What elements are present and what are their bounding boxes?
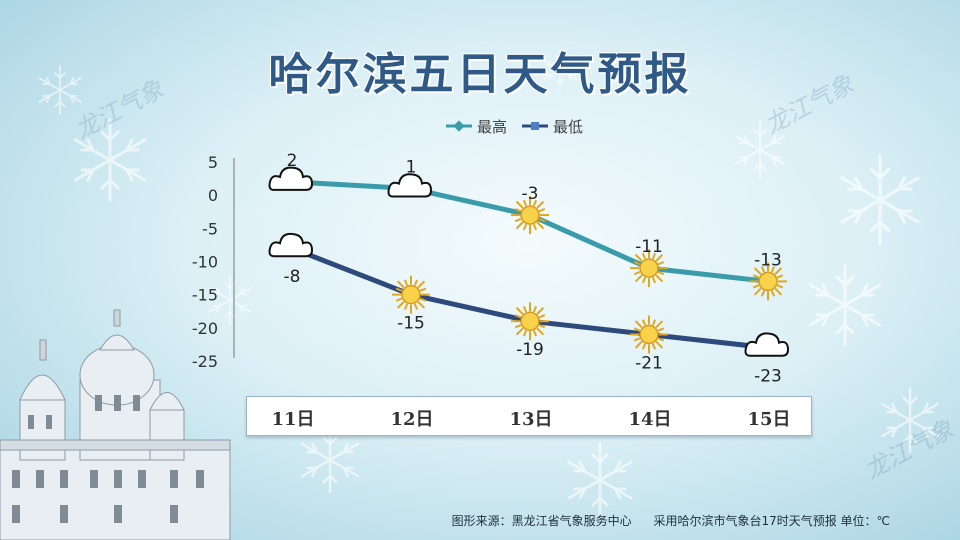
- x-tick-label: 13日: [509, 409, 553, 430]
- sun-icon: [630, 315, 668, 354]
- legend-item-low: 最低: [521, 116, 583, 137]
- data-label: -23: [754, 367, 782, 387]
- sun-icon: [392, 275, 430, 314]
- cloud-icon: [387, 173, 433, 198]
- x-tick-label: 15日: [747, 409, 791, 430]
- x-tick-label: 14日: [628, 409, 672, 430]
- data-label: -11: [635, 237, 663, 257]
- sun-icon: [511, 302, 549, 341]
- cloud-icon: [268, 232, 314, 258]
- data-label: -19: [516, 340, 544, 360]
- x-tick-label: 11日: [271, 409, 315, 430]
- footer-source: 图形来源：黑龙江省气象服务中心: [451, 514, 632, 528]
- series-low: -8 -15 -19 -21 -23: [268, 232, 790, 387]
- legend-item-high: 最高: [445, 116, 507, 137]
- y-tick-label: 0: [208, 186, 218, 205]
- data-label: -15: [397, 314, 425, 334]
- cloud-icon: [268, 166, 314, 191]
- data-label: -21: [635, 353, 663, 373]
- data-label: -13: [754, 250, 782, 270]
- footer-note: 采用哈尔滨市气象台17时天气预报 单位：℃: [653, 514, 890, 528]
- data-label: 1: [406, 158, 417, 178]
- x-axis-category-bar: 11日 12日 13日 14日 15日: [246, 396, 812, 436]
- footer: 图形来源：黑龙江省气象服务中心 采用哈尔滨市气象台17时天气预报 单位：℃: [330, 512, 890, 529]
- cathedral-icon: [0, 309, 231, 540]
- y-tick-label: -15: [192, 286, 218, 305]
- series-high: 2 1 -3 -11 -13: [268, 151, 787, 301]
- sun-icon: [630, 249, 668, 288]
- legend-high-marker: [446, 120, 472, 132]
- y-tick-label: -10: [192, 253, 218, 272]
- sun-icon: [511, 196, 549, 235]
- data-label: -8: [284, 267, 301, 287]
- y-tick-label: -5: [202, 219, 218, 238]
- legend-label-low: 最低: [553, 117, 584, 136]
- y-tick-label: 5: [208, 153, 218, 172]
- x-tick-label: 12日: [390, 409, 434, 430]
- y-tick-label: -25: [192, 352, 218, 371]
- y-tick-label: -20: [192, 319, 218, 338]
- page-title: 哈尔滨五日天气预报: [268, 49, 692, 100]
- cloud-icon: [744, 332, 790, 357]
- legend-low-marker: [522, 122, 549, 130]
- sun-icon: [749, 262, 787, 301]
- data-label: 2: [287, 151, 298, 171]
- legend-label-high: 最高: [477, 117, 508, 136]
- data-label: -3: [522, 184, 539, 204]
- chart-legend: 最高 最低: [445, 116, 597, 136]
